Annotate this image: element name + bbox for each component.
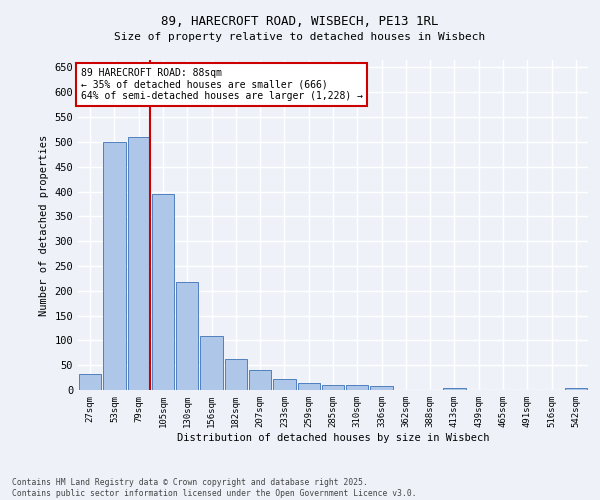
Bar <box>200 336 223 390</box>
Bar <box>443 388 466 390</box>
Bar <box>322 384 344 390</box>
Bar <box>298 382 320 390</box>
Text: Size of property relative to detached houses in Wisbech: Size of property relative to detached ho… <box>115 32 485 42</box>
Text: 89 HARECROFT ROAD: 88sqm
← 35% of detached houses are smaller (666)
64% of semi-: 89 HARECROFT ROAD: 88sqm ← 35% of detach… <box>80 68 362 102</box>
Bar <box>128 137 150 390</box>
Bar <box>79 374 101 390</box>
Bar <box>152 194 174 390</box>
Text: Contains HM Land Registry data © Crown copyright and database right 2025.
Contai: Contains HM Land Registry data © Crown c… <box>12 478 416 498</box>
Bar <box>370 386 393 390</box>
Bar <box>224 359 247 390</box>
Bar <box>346 385 368 390</box>
Bar <box>565 388 587 390</box>
Text: 89, HARECROFT ROAD, WISBECH, PE13 1RL: 89, HARECROFT ROAD, WISBECH, PE13 1RL <box>161 15 439 28</box>
X-axis label: Distribution of detached houses by size in Wisbech: Distribution of detached houses by size … <box>177 432 489 442</box>
Bar <box>176 282 199 390</box>
Y-axis label: Number of detached properties: Number of detached properties <box>39 134 49 316</box>
Bar <box>249 370 271 390</box>
Bar <box>103 142 125 390</box>
Bar <box>273 379 296 390</box>
